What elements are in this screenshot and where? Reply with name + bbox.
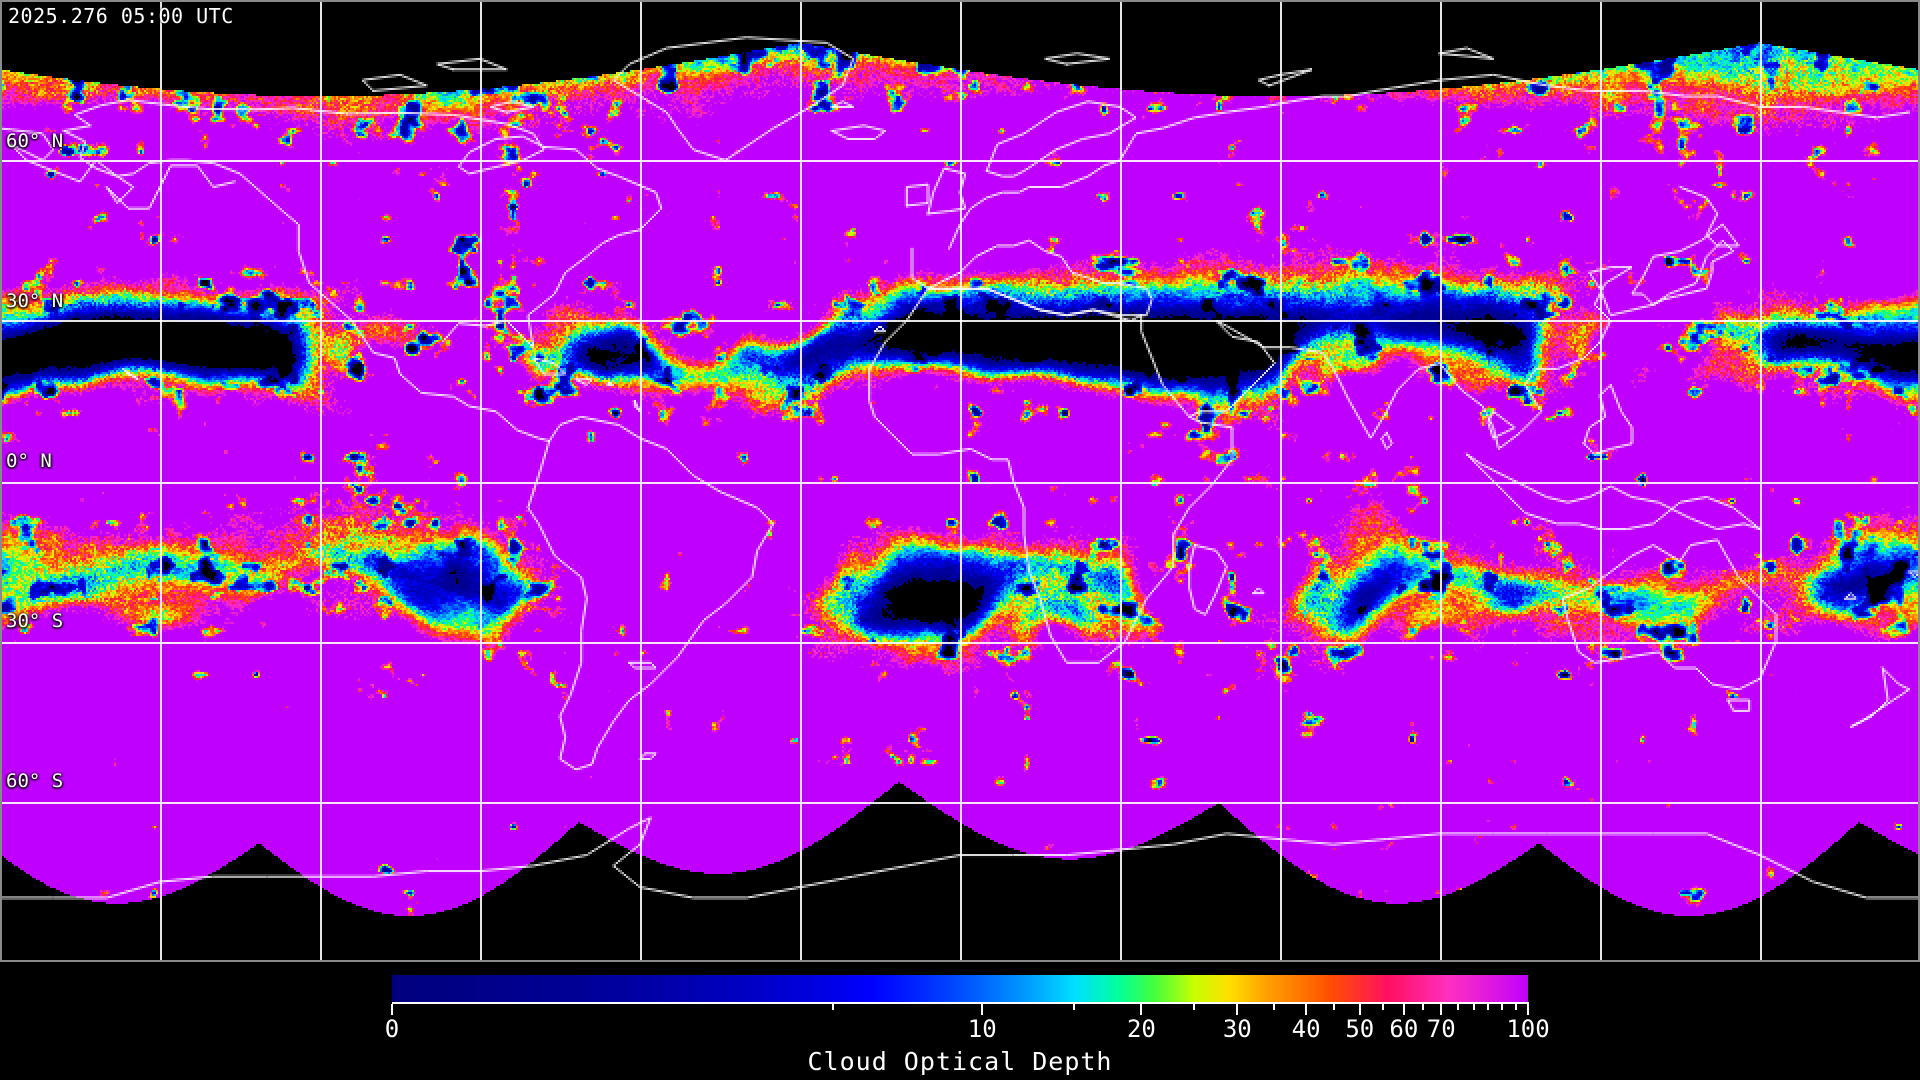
colorbar-minor-tick <box>1514 1004 1517 1010</box>
colorbar-minor-tick <box>1381 1004 1384 1010</box>
cloud-optical-depth-map[interactable] <box>0 0 1920 962</box>
colorbar-major-tick <box>981 1004 984 1015</box>
colorbar-tick-label: 60 <box>1389 1015 1419 1043</box>
latitude-label-60n: 60° N <box>6 130 64 152</box>
colorbar-tick-label: 100 <box>1506 1015 1550 1043</box>
colorbar-minor-tick <box>1456 1004 1459 1010</box>
colorbar-minor-tick <box>1333 1004 1336 1010</box>
latitude-label-30s: 30° S <box>6 610 64 632</box>
colorbar-major-tick <box>391 1004 393 1015</box>
colorbar-gradient[interactable] <box>392 975 1528 1002</box>
colorbar-minor-tick <box>1472 1004 1475 1010</box>
global-map-panel[interactable]: 2025.276 05:00 UTC 60° N 30° N 0° N 30° … <box>0 0 1920 962</box>
colorbar-tick-label: 10 <box>967 1015 997 1043</box>
colorbar-major-tick <box>1140 1004 1143 1015</box>
colorbar-minor-tick <box>1422 1004 1425 1010</box>
colorbar-minor-tick <box>1487 1004 1490 1010</box>
colorbar-minor-tick <box>832 1004 835 1010</box>
timestamp-label: 2025.276 05:00 UTC <box>8 4 234 28</box>
colorbar-tick-label: 40 <box>1291 1015 1321 1043</box>
colorbar-area: 0 10 20 30 40 50 60 70 100 Cloud Optical Depth <box>0 962 1920 1080</box>
colorbar-minor-tick <box>1192 1004 1195 1010</box>
colorbar-major-tick <box>1527 1004 1529 1015</box>
colorbar-minor-tick <box>1073 1004 1076 1010</box>
colorbar-major-tick <box>1440 1004 1443 1015</box>
colorbar-tick-label: 30 <box>1222 1015 1252 1043</box>
latitude-label-0: 0° N <box>6 450 52 472</box>
colorbar-tick-label: 50 <box>1345 1015 1375 1043</box>
colorbar-tick-label: 0 <box>384 1015 400 1043</box>
colorbar-title: Cloud Optical Depth <box>807 1047 1113 1076</box>
colorbar-minor-tick <box>1273 1004 1276 1010</box>
colorbar-major-tick <box>1358 1004 1361 1015</box>
latitude-label-30n: 30° N <box>6 290 64 312</box>
colorbar-major-tick <box>1236 1004 1239 1015</box>
latitude-label-60s: 60° S <box>6 770 64 792</box>
colorbar-canvas[interactable] <box>392 975 1528 1002</box>
colorbar-tick-label: 20 <box>1126 1015 1156 1043</box>
colorbar-tick-label: 70 <box>1426 1015 1456 1043</box>
colorbar-axis-line <box>392 1002 1529 1004</box>
colorbar-minor-tick <box>1501 1004 1504 1010</box>
colorbar-major-tick <box>1305 1004 1308 1015</box>
colorbar-major-tick <box>1402 1004 1405 1015</box>
